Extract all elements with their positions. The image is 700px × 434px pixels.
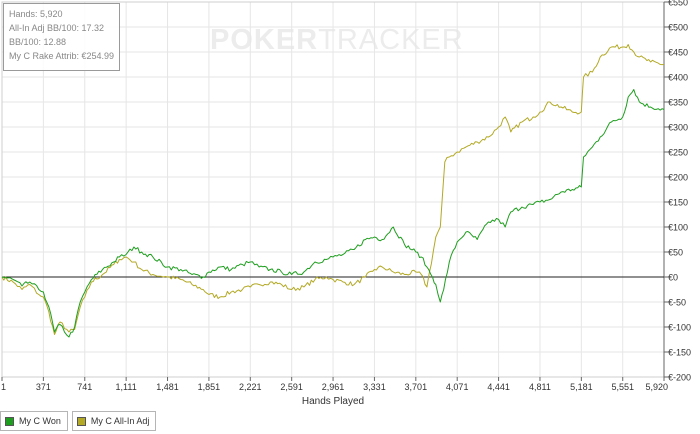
x-tick-label: 741 (77, 382, 92, 392)
x-tick-label: 2,961 (322, 382, 345, 392)
series-line-won (1, 89, 665, 338)
watermark-part2: TRACKER (318, 24, 464, 56)
x-tick-label: 5,920 (645, 382, 668, 392)
y-tick-label: €50 (668, 248, 683, 258)
legend-item-won[interactable]: My C Won (0, 411, 68, 431)
y-tick-label: €-100 (668, 323, 691, 333)
x-tick-label: 1,851 (198, 382, 221, 392)
y-tick-label: €250 (668, 148, 688, 158)
x-tick-label: 4,441 (487, 382, 510, 392)
y-tick-label: €-150 (668, 348, 691, 358)
x-tick-label: 1 (1, 382, 6, 392)
x-tick-label: 2,591 (280, 382, 303, 392)
y-tick-label: €450 (668, 48, 688, 58)
y-tick-label: €0 (668, 273, 678, 283)
y-tick-label: €350 (668, 98, 688, 108)
x-tick-label: 4,071 (446, 382, 469, 392)
stats-box: Hands: 5,920 All-In Adj BB/100: 17.32 BB… (3, 3, 120, 71)
stat-allin-bb100: All-In Adj BB/100: 17.32 (9, 23, 105, 33)
y-tick-label: €500 (668, 23, 688, 33)
legend-label-allin: My C All-In Adj (90, 416, 150, 426)
x-tick-label: 4,811 (529, 382, 551, 392)
x-tick-label: 3,701 (405, 382, 428, 392)
x-tick-label: 1,481 (156, 382, 179, 392)
x-tick-label: 5,551 (611, 382, 634, 392)
stat-rake: My C Rake Attrib: €254.99 (9, 51, 115, 61)
y-tick-label: €150 (668, 198, 688, 208)
legend-swatch-allin (76, 416, 86, 426)
x-tick-label: 5,181 (570, 382, 593, 392)
watermark-part1: POKER (210, 24, 319, 56)
x-tick-label: 1,111 (116, 382, 137, 392)
x-tick-label: 371 (36, 382, 51, 392)
x-tick-label: 2,221 (239, 382, 262, 392)
y-tick-label: €400 (668, 73, 688, 83)
y-tick-label: €-50 (668, 298, 686, 308)
pokertracker-watermark: POKERTRACKER (210, 24, 464, 57)
y-tick-label: €300 (668, 123, 688, 133)
stat-hands: Hands: 5,920 (9, 9, 63, 19)
chart-lines (1, 44, 665, 338)
x-tick-label: 3,331 (363, 382, 386, 392)
chart-legend: My C Won My C All-In Adj (0, 411, 157, 433)
chart-axes: €-200 €-150 €-100 €-50 €0 €50 €100 €150 €200 €250… (1, 0, 691, 392)
legend-swatch-won (5, 416, 14, 426)
y-tick-label: €100 (668, 223, 688, 233)
legend-item-allin[interactable]: My C All-In Adj (71, 411, 157, 431)
y-tick-label: €200 (668, 173, 688, 183)
y-tick-label: €-200 (668, 373, 691, 383)
x-axis-label: Hands Played (302, 396, 364, 407)
legend-label-won: My C Won (19, 416, 61, 426)
y-tick-label: €550 (668, 0, 688, 8)
stat-bb100: BB/100: 12.88 (9, 37, 67, 47)
